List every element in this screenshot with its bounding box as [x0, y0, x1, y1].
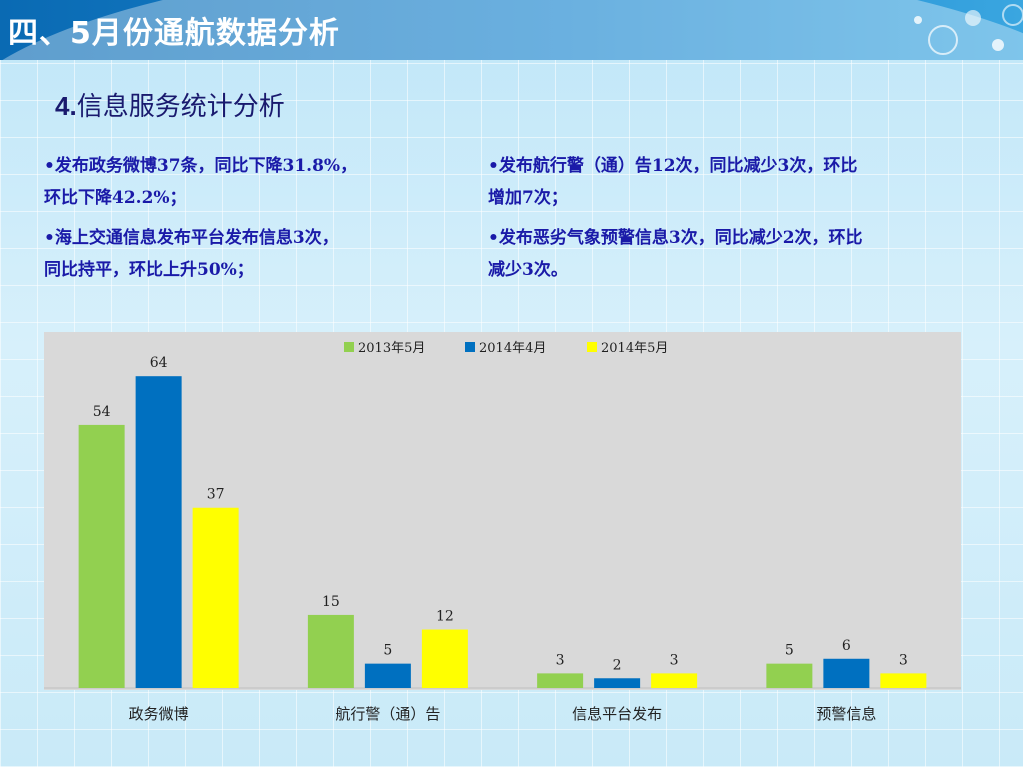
bar-0-2 [192, 507, 239, 688]
bar-chart-svg: 54 64 37 15 5 12 3 2 3 5 6 3 2013年5月 2014年4月 2014年5月 [44, 341, 961, 689]
bullet-weibo: •发布政务微博37条，同比下降31.8%， 环比下降42.2%； [44, 150, 464, 214]
bullet-weather-warning: •发布恶劣气象预警信息3次，同比减少2次，环比 减少3次。 [488, 222, 978, 286]
section-number: 4. [55, 91, 77, 121]
bar-0-0 [78, 424, 125, 688]
bullet-line: 环比下降42.2%； [44, 188, 187, 208]
data-label-3-2: 3 [899, 652, 908, 668]
bar-0-1 [135, 376, 182, 688]
bullet-line: 增加7次； [488, 188, 568, 208]
bubble-decoration-icon [914, 4, 1023, 55]
x-tick-label: 信息平台发布 [572, 705, 663, 723]
bullet-line: •发布政务微博37条，同比下降31.8%， [44, 156, 358, 176]
bullet-line: 减少3次。 [488, 260, 568, 280]
bar-2-1 [594, 678, 641, 688]
x-tick-label: 航行警（通）告 [335, 705, 441, 723]
x-tick-label: 政务微博 [128, 705, 189, 723]
legend-swatch-0 [344, 342, 354, 352]
bar-3-0 [766, 663, 813, 688]
slide-header: 四、5月份通航数据分析 [0, 0, 1023, 60]
data-label-1-1: 5 [383, 643, 392, 659]
legend-swatch-1 [465, 342, 475, 352]
data-label-3-0: 5 [785, 643, 794, 659]
bullet-navigation-notice: •发布航行警（通）告12次，同比减少3次，环比 增加7次； [488, 150, 978, 214]
data-label-2-1: 2 [613, 657, 622, 673]
data-label-1-2: 12 [436, 609, 454, 625]
legend-label-2: 2014年5月 [601, 341, 668, 356]
section-subtitle: 4.信息服务统计分析 [55, 86, 285, 123]
section-subtitle-text: 信息服务统计分析 [76, 92, 285, 122]
bullet-platform: •海上交通信息发布平台发布信息3次， 同比持平，环比上升50%； [44, 222, 464, 286]
x-tick-label: 预警信息 [816, 705, 877, 723]
x-axis-labels: 政务微博 航行警（通）告 信息平台发布 预警信息 [44, 695, 961, 725]
legend-label-0: 2013年5月 [358, 341, 425, 356]
legend-swatch-2 [587, 342, 597, 352]
bar-3-1 [823, 658, 870, 688]
bar-chart: 54 64 37 15 5 12 3 2 3 5 6 3 2013年5月 2014年4月 2014年5月 [44, 332, 961, 690]
bar-1-0 [307, 614, 354, 688]
data-label-2-0: 3 [556, 652, 565, 668]
data-label-1-0: 15 [322, 594, 340, 610]
slide-title: 四、5月份通航数据分析 [8, 16, 340, 51]
data-label-3-1: 6 [842, 638, 851, 654]
bar-1-2 [421, 629, 468, 688]
bullet-line: •发布恶劣气象预警信息3次，同比减少2次，环比 [488, 228, 863, 248]
bar-3-2 [880, 673, 927, 688]
bullet-line: 同比持平，环比上升50%； [44, 260, 254, 280]
data-label-0-0: 54 [93, 404, 111, 420]
bullet-line: •海上交通信息发布平台发布信息3次， [44, 228, 339, 248]
bar-2-2 [651, 673, 698, 688]
bar-1-1 [364, 663, 411, 688]
legend-label-1: 2014年4月 [479, 341, 546, 356]
bullet-line: •发布航行警（通）告12次，同比减少3次，环比 [488, 156, 858, 176]
data-label-0-2: 37 [207, 487, 225, 503]
bar-2-0 [537, 673, 584, 688]
header-wave [0, 0, 1023, 60]
data-label-0-1: 64 [150, 355, 168, 371]
data-label-2-2: 3 [670, 652, 679, 668]
